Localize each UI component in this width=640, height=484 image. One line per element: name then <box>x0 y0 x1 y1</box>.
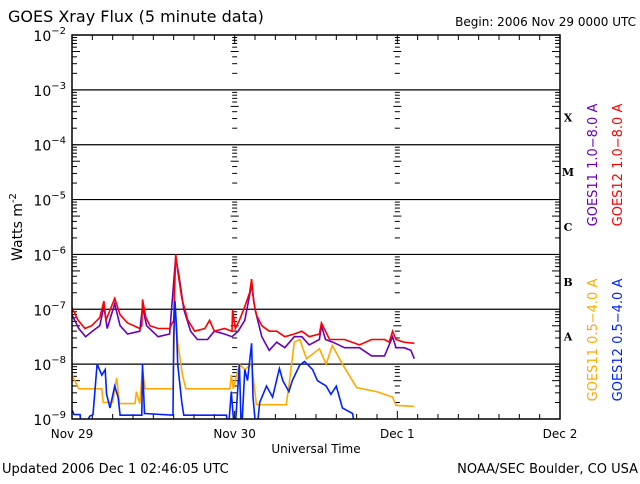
plot-frame <box>71 34 561 420</box>
begin-label: Begin: 2006 Nov 29 0000 UTC <box>455 15 636 29</box>
updated-timestamp: Updated 2006 Dec 1 02:46:05 UTC <box>2 462 229 477</box>
y-axis-label: Watts m-2 <box>8 193 26 261</box>
x-tick-labels: Nov 29 Nov 30 Dec 1 Dec 2 <box>51 427 578 441</box>
x-tick-label: Dec 1 <box>380 427 415 441</box>
x-axis-label: Universal Time <box>271 442 360 456</box>
axis-ticks <box>71 35 561 419</box>
y-tick-label: 10−2 <box>33 26 66 45</box>
flare-class-labels: X M C B A <box>562 111 574 343</box>
grid <box>72 89 560 365</box>
y-tick-label: 10−8 <box>33 355 66 374</box>
y-tick-label: 10−7 <box>33 300 66 319</box>
series-line-1 <box>72 254 415 346</box>
y-tick-label: 10−5 <box>33 191 66 210</box>
flare-class-label: C <box>564 221 573 234</box>
chart-title: GOES Xray Flux (5 minute data) <box>8 7 264 26</box>
series-lines <box>72 254 416 419</box>
flare-class-label: B <box>563 276 572 289</box>
y-tick-label: 10−6 <box>33 245 66 264</box>
series-line-2 <box>72 309 415 408</box>
x-tick-label: Nov 30 <box>213 427 256 441</box>
y-tick-label: 10−4 <box>33 136 66 155</box>
legend-item: GOES12 0.5−4.0 A <box>611 279 626 402</box>
legend-item: GOES12 1.0−8.0 A <box>611 104 626 227</box>
flare-class-label: X <box>564 111 573 124</box>
flare-class-label: A <box>563 331 573 344</box>
y-tick-label: 10−9 <box>33 410 66 429</box>
legend: GOES11 1.0−8.0 A GOES12 1.0−8.0 A GOES11 0… <box>586 104 626 402</box>
y-tick-label: 10−3 <box>33 81 66 100</box>
credit-label: NOAA/SEC Boulder, CO USA <box>457 462 638 477</box>
x-tick-label: Dec 2 <box>543 427 578 441</box>
flare-class-label: M <box>562 166 574 179</box>
x-tick-label: Nov 29 <box>51 427 94 441</box>
y-tick-labels: 10−2 10−3 10−4 10−5 10−6 10−7 10−8 10−9 <box>33 26 66 429</box>
series-line-3 <box>72 301 355 419</box>
legend-item: GOES11 0.5−4.0 A <box>586 279 601 402</box>
series-line-0 <box>72 257 416 360</box>
legend-item: GOES11 1.0−8.0 A <box>586 104 601 227</box>
